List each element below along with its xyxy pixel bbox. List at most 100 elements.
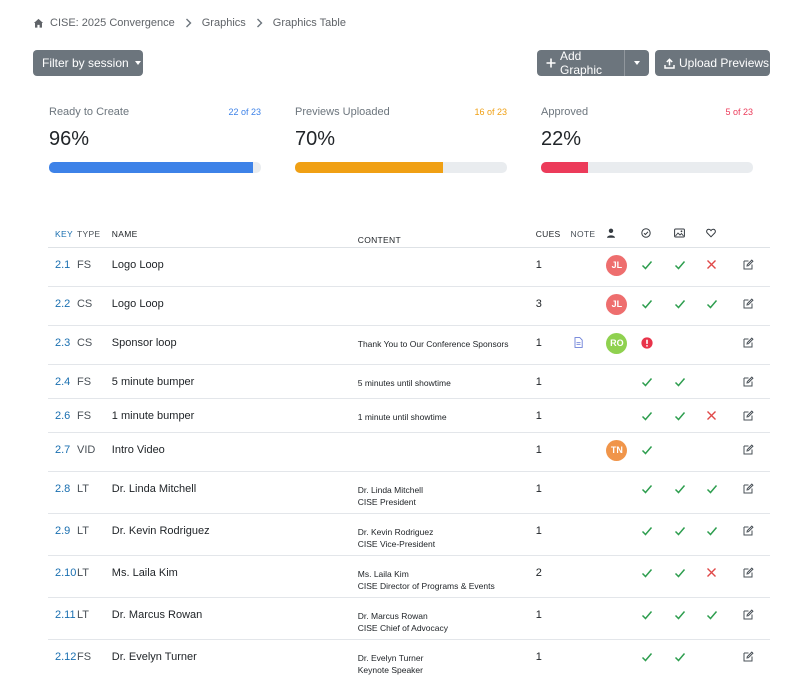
- row-key-link[interactable]: 2.1: [48, 247, 77, 287]
- avatar[interactable]: JL: [606, 293, 628, 315]
- table-row[interactable]: 2.9 LT Dr. Kevin Rodriguez Dr. Kevin Rodrig…: [48, 513, 770, 556]
- table-row[interactable]: 2.2 CS Logo Loop 3 JL: [48, 286, 770, 326]
- graphics-table: KEY TYPE NAME CONTENT CUES NOTE 2.1 FS Log…: [48, 222, 770, 680]
- header-type[interactable]: TYPE: [76, 222, 112, 248]
- edit-icon[interactable]: [743, 524, 755, 537]
- row-key-link[interactable]: 2.11: [48, 597, 77, 640]
- check-icon: [674, 609, 686, 621]
- row-content: Thank You to Our Conference Sponsors: [357, 325, 536, 365]
- row-content-line: Dr. Kevin Rodriguez: [357, 526, 434, 537]
- breadcrumb-event[interactable]: CISE: 2025 Convergence: [50, 17, 175, 29]
- upload-previews-button[interactable]: Upload Previews: [655, 50, 770, 76]
- row-cues: 1: [535, 325, 571, 365]
- breadcrumb: CISE: 2025 Convergence Graphics Graphics…: [33, 17, 346, 29]
- table-row[interactable]: 2.12 FS Dr. Evelyn Turner Dr. Evelyn Turner…: [48, 639, 770, 680]
- table-row[interactable]: 2.10 LT Ms. Laila Kim Ms. Laila Kim CISE Dir…: [48, 555, 770, 598]
- edit-icon[interactable]: [743, 375, 755, 388]
- stat-previews-uploaded: Previews Uploaded 16 of 23 70%: [295, 106, 507, 173]
- row-content-line: Dr. Evelyn Turner: [357, 652, 424, 663]
- row-content-line: Thank You to Our Conference Sponsors: [357, 338, 509, 349]
- row-key-link[interactable]: 2.4: [48, 364, 77, 399]
- row-content: Dr. Evelyn Turner Keynote Speaker: [357, 639, 536, 680]
- header-ready[interactable]: [641, 222, 674, 248]
- row-assignee: TN: [606, 432, 642, 472]
- row-key-link[interactable]: 2.10: [48, 555, 77, 598]
- filter-by-session-button[interactable]: Filter by session: [33, 50, 143, 76]
- header-note[interactable]: NOTE: [570, 222, 607, 248]
- table-row[interactable]: 2.7 VID Intro Video 1 TN: [48, 432, 770, 472]
- row-type: FS: [76, 364, 112, 399]
- header-cues[interactable]: CUES: [535, 222, 571, 248]
- home-icon[interactable]: [33, 18, 44, 29]
- check-icon: [641, 651, 653, 663]
- row-content-subline: CISE Chief of Advocacy: [357, 623, 449, 633]
- row-name: Dr. Kevin Rodriguez: [111, 513, 358, 556]
- avatar[interactable]: RO: [606, 332, 628, 354]
- table-row[interactable]: 2.8 LT Dr. Linda Mitchell Dr. Linda Mitchel…: [48, 471, 770, 514]
- row-key-link[interactable]: 2.9: [48, 513, 77, 556]
- edit-icon[interactable]: [743, 409, 755, 422]
- edit-icon[interactable]: [743, 650, 755, 663]
- check-icon: [641, 410, 653, 422]
- edit-icon[interactable]: [743, 608, 755, 621]
- header-name[interactable]: NAME: [111, 222, 358, 248]
- x-icon: [706, 259, 718, 271]
- image-icon: [673, 228, 685, 238]
- row-assignee: [606, 364, 642, 399]
- row-content: Dr. Kevin Rodriguez CISE Vice-President: [357, 513, 536, 556]
- row-approved-cell: [706, 432, 740, 472]
- row-assignee: [606, 471, 642, 514]
- row-content: Dr. Linda Mitchell CISE President: [357, 471, 536, 514]
- avatar[interactable]: TN: [606, 439, 628, 461]
- edit-icon[interactable]: [743, 443, 755, 456]
- row-key-link[interactable]: 2.12: [48, 639, 77, 680]
- progress-bar: [49, 162, 261, 173]
- row-type: FS: [76, 247, 112, 287]
- row-content-line: Ms. Laila Kim: [357, 568, 409, 579]
- row-ready-cell: [641, 555, 674, 598]
- breadcrumb-graphics[interactable]: Graphics: [201, 17, 246, 29]
- table-row[interactable]: 2.4 FS 5 minute bumper 5 minutes until show…: [48, 364, 770, 399]
- header-key[interactable]: KEY: [48, 222, 77, 248]
- check-icon: [706, 609, 718, 621]
- row-key-link[interactable]: 2.8: [48, 471, 77, 514]
- row-approved-cell: [706, 555, 740, 598]
- avatar[interactable]: JL: [606, 254, 628, 276]
- row-key-link[interactable]: 2.3: [48, 325, 77, 365]
- row-edit-cell: [739, 597, 770, 640]
- row-edit-cell: [739, 639, 770, 680]
- header-content[interactable]: CONTENT: [357, 222, 536, 248]
- row-content-line: Dr. Linda Mitchell: [357, 484, 423, 495]
- row-note: [570, 432, 607, 472]
- add-graphic-button[interactable]: Add Graphic: [537, 49, 624, 77]
- check-icon: [706, 483, 718, 495]
- header-assignee[interactable]: [606, 222, 642, 248]
- note-file-icon[interactable]: [574, 336, 586, 349]
- table-row[interactable]: 2.3 CS Sponsor loop Thank You to Our Confer…: [48, 325, 770, 365]
- header-preview[interactable]: [673, 222, 707, 248]
- row-assignee: [606, 639, 642, 680]
- row-note: [570, 639, 607, 680]
- header-approved[interactable]: [706, 222, 740, 248]
- add-graphic-dropdown-toggle[interactable]: [624, 50, 649, 76]
- edit-icon[interactable]: [743, 566, 755, 579]
- row-key-link[interactable]: 2.6: [48, 398, 77, 433]
- row-content: [357, 432, 536, 472]
- row-cues: 1: [535, 364, 571, 399]
- row-edit-cell: [739, 555, 770, 598]
- table-row[interactable]: 2.6 FS 1 minute bumper 1 minute until showt…: [48, 398, 770, 433]
- table-row[interactable]: 2.1 FS Logo Loop 1 JL: [48, 247, 770, 287]
- row-key-link[interactable]: 2.2: [48, 286, 77, 326]
- edit-icon[interactable]: [743, 258, 755, 271]
- edit-icon[interactable]: [743, 482, 755, 495]
- row-type: VID: [76, 432, 112, 472]
- stat-count: 16 of 23: [474, 107, 507, 117]
- row-key-link[interactable]: 2.7: [48, 432, 77, 472]
- table-row[interactable]: 2.11 LT Dr. Marcus Rowan Dr. Marcus Rowan CI…: [48, 597, 770, 640]
- row-cues: 1: [535, 398, 571, 433]
- row-type: LT: [76, 555, 112, 598]
- edit-icon[interactable]: [743, 336, 755, 349]
- check-icon: [674, 298, 686, 310]
- edit-icon[interactable]: [743, 297, 755, 310]
- row-preview-cell: [673, 432, 707, 472]
